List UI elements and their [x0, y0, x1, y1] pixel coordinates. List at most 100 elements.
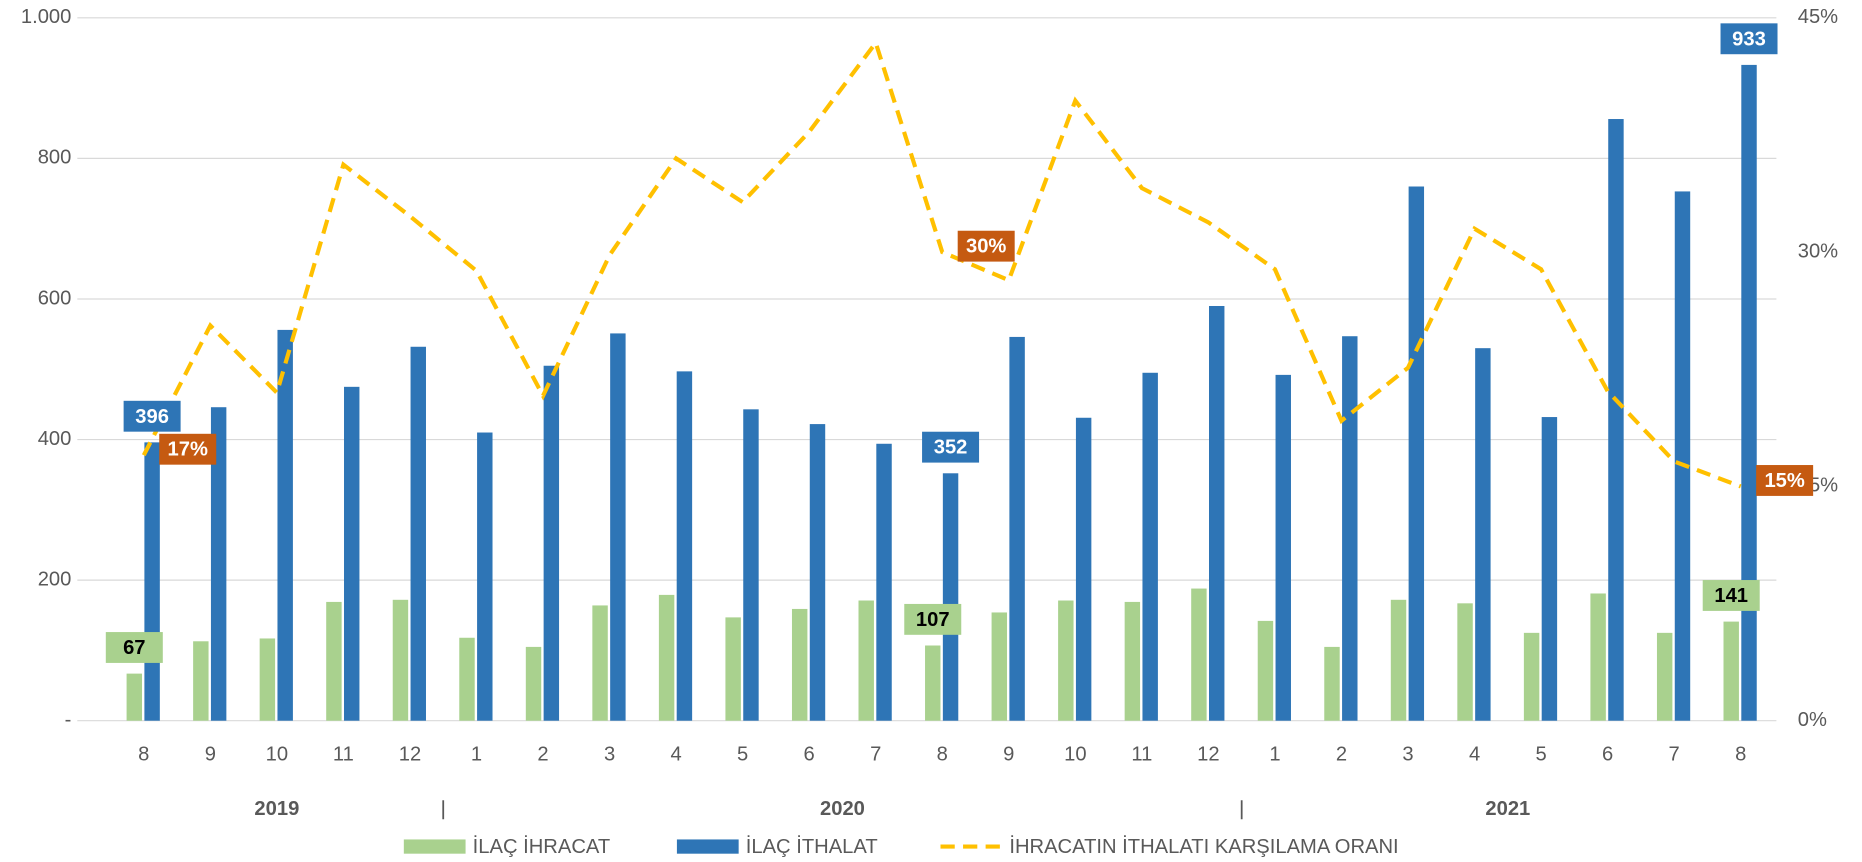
label-box	[904, 603, 962, 635]
bar	[1209, 305, 1225, 721]
bar	[525, 646, 542, 721]
y-tick-label: 600	[38, 287, 72, 309]
x-tick-label: 6	[1602, 743, 1613, 765]
x-tick-label: 9	[1003, 743, 1014, 765]
bar	[459, 637, 475, 721]
data-label: 30%	[966, 236, 1006, 258]
data-label: 67	[123, 637, 145, 659]
x-tick-label: 11	[333, 743, 354, 765]
bar	[876, 443, 892, 721]
x-tick-label: 9	[205, 743, 216, 765]
x-tick-label: 8	[937, 743, 948, 765]
bar	[725, 617, 741, 721]
legend-label: İLAÇ İHRACAT	[473, 835, 611, 858]
label-box	[159, 433, 217, 465]
label-box	[105, 632, 163, 663]
year-label: 2019	[254, 798, 299, 820]
x-tick-label: 5	[737, 743, 748, 765]
x-tick-label: 10	[266, 743, 288, 765]
bar	[1523, 632, 1540, 721]
bar	[1275, 374, 1291, 721]
y-tick-label: 1.000	[21, 6, 71, 28]
bar	[277, 329, 293, 721]
data-label: 933	[1732, 28, 1766, 50]
x-tick-label: 10	[1064, 743, 1086, 765]
label-box	[1756, 465, 1814, 496]
y-tick-label: 200	[38, 568, 72, 590]
ratio-label: 15%	[1756, 465, 1814, 496]
bar	[1075, 417, 1092, 721]
x-tick-label: 8	[1735, 743, 1746, 765]
bar	[991, 612, 1008, 721]
bar	[477, 432, 493, 721]
bar	[1608, 119, 1624, 721]
bar	[410, 346, 426, 721]
bar	[543, 365, 560, 721]
bar	[1324, 646, 1340, 721]
bar	[1656, 632, 1673, 721]
bar	[791, 608, 808, 721]
bar	[610, 333, 626, 721]
bar	[809, 424, 826, 721]
bar	[1257, 620, 1274, 721]
legend-swatch	[676, 839, 739, 854]
bar	[344, 386, 360, 721]
legend-label: İHRACATIN İTHALATI KARŞILAMA ORANI	[1009, 835, 1398, 858]
import-label: 352	[922, 431, 980, 463]
bar	[326, 601, 342, 721]
bar	[1590, 593, 1606, 721]
y2-tick-label: 30%	[1798, 240, 1838, 262]
label-box	[1702, 580, 1760, 611]
x-tick-label: 2	[1336, 743, 1347, 765]
x-tick-label: 12	[399, 743, 421, 765]
legend-swatch	[403, 839, 466, 854]
bar	[658, 594, 675, 721]
bar	[1541, 417, 1558, 721]
x-tick-label: 7	[1669, 743, 1680, 765]
x-tick-label: 4	[1469, 743, 1480, 765]
x-tick-label: 12	[1197, 743, 1219, 765]
year-label: 2020	[820, 798, 865, 820]
bar	[1390, 599, 1407, 721]
bar	[925, 645, 941, 721]
x-tick-label: 3	[1402, 743, 1413, 765]
export-label: 67	[105, 632, 163, 663]
x-tick-label: 4	[670, 743, 681, 765]
y-tick-label: -	[65, 709, 72, 731]
x-tick-label: 11	[1131, 743, 1152, 765]
bar	[193, 641, 209, 721]
bar	[858, 600, 874, 721]
bar	[1058, 600, 1074, 721]
legend-label: İLAÇ İTHALAT	[746, 835, 878, 858]
x-tick-label: 5	[1535, 743, 1546, 765]
bar	[1142, 372, 1158, 721]
ratio-label: 30%	[957, 230, 1015, 262]
bar	[1723, 621, 1739, 721]
year-label: 2021	[1485, 798, 1530, 820]
y2-tick-label: 45%	[1798, 6, 1838, 28]
import-label: 396	[123, 400, 181, 432]
y-tick-label: 400	[38, 428, 72, 450]
bar	[210, 407, 227, 721]
bar	[592, 605, 608, 721]
y-tick-label: 800	[38, 147, 72, 169]
x-tick-label: 8	[138, 743, 149, 765]
import-label: 933	[1720, 23, 1778, 55]
bar	[1124, 601, 1141, 721]
ratio-line	[141, 38, 1742, 489]
label-box	[123, 400, 181, 432]
x-tick-label: 2	[537, 743, 548, 765]
data-label: 396	[135, 406, 169, 428]
bar	[1408, 186, 1425, 721]
label-box	[1720, 23, 1778, 55]
data-label: 141	[1714, 585, 1748, 607]
bar	[1674, 191, 1691, 721]
x-tick-label: 3	[604, 743, 615, 765]
data-label: 17%	[168, 439, 208, 461]
bar	[392, 599, 409, 721]
bar	[942, 473, 959, 721]
x-tick-label: 1	[1269, 743, 1280, 765]
y2-tick-label: 0%	[1798, 709, 1827, 731]
bar	[1342, 336, 1358, 721]
